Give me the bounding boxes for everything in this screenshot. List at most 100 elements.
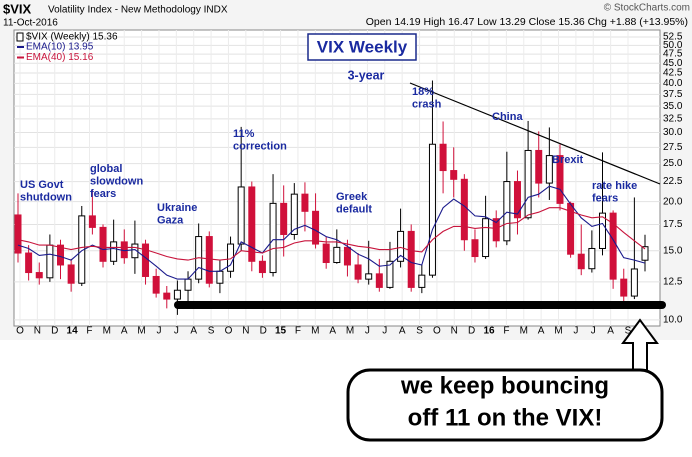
y-tick-label: 35.0	[663, 101, 683, 112]
candle-body	[418, 274, 426, 288]
symbol: $VIX	[3, 1, 32, 16]
candle-body	[641, 246, 649, 261]
y-tick-label: 37.5	[663, 89, 683, 100]
x-tick-label: N	[242, 326, 249, 337]
candle-body	[460, 178, 468, 241]
candle-body	[343, 246, 351, 266]
candle-body	[375, 273, 383, 288]
annotation: rate hike	[592, 180, 637, 192]
candle-body	[397, 230, 405, 262]
y-tick-label: 17.5	[663, 219, 683, 230]
annotation: 11%	[233, 128, 255, 140]
x-tick-label: D	[468, 326, 475, 337]
candle-body	[163, 292, 171, 300]
trend-line	[409, 82, 661, 185]
annotation: Gaza	[157, 214, 184, 226]
candle-body	[152, 275, 160, 294]
x-tick-label: N	[451, 326, 458, 337]
x-tick-label: A	[329, 326, 336, 337]
y-tick-label: 15.0	[663, 245, 683, 256]
y-tick-label: 52.5	[663, 32, 683, 43]
candle-body	[184, 278, 192, 291]
candle-body	[216, 270, 224, 284]
x-tick-label: 16	[483, 326, 495, 337]
legend-label: $VIX (Weekly) 15.36	[26, 32, 118, 43]
x-tick-label: S	[625, 326, 632, 337]
x-tick-label: O	[433, 326, 441, 337]
x-tick-label: O	[225, 326, 233, 337]
candle-body	[280, 202, 288, 235]
y-tick-label: 30.0	[663, 127, 683, 138]
candle-body	[545, 155, 553, 184]
candle-body	[609, 212, 617, 280]
callout-text: we keep bouncing	[400, 372, 609, 399]
marks	[14, 80, 649, 315]
candle-body	[258, 260, 266, 274]
y-tick-label: 42.5	[663, 68, 683, 79]
arrow	[621, 318, 659, 371]
x-tick-label: N	[34, 326, 41, 337]
x-tick-label: D	[260, 326, 267, 337]
candle-body	[482, 218, 490, 258]
x-tick-label: F	[503, 326, 509, 337]
candle-body	[524, 149, 532, 219]
y-tick-label: 12.5	[663, 276, 683, 287]
candle-body	[598, 212, 606, 249]
legend-swatch	[16, 32, 24, 42]
candle-body	[269, 202, 277, 274]
x-tick-label: J	[382, 326, 387, 337]
y-tick-label: 50.0	[663, 40, 683, 51]
candle-body	[471, 239, 479, 258]
candle-body	[14, 214, 22, 254]
callout-box	[346, 368, 664, 442]
candle-body	[354, 264, 362, 280]
y-tick-label: 20.0	[663, 196, 683, 207]
x-tick-label: A	[538, 326, 545, 337]
credit: © StockCharts.com	[604, 3, 690, 14]
candle-body	[365, 273, 373, 280]
candle-body	[439, 143, 447, 172]
x-tick-label: M	[103, 326, 111, 337]
x-tick-label: O	[16, 326, 24, 337]
annotation: fears	[90, 188, 116, 200]
candle-body	[57, 244, 65, 266]
annotation: 3-year	[348, 68, 385, 82]
candle-body	[248, 186, 256, 262]
annotation: slowdown	[90, 175, 143, 187]
candle-body	[630, 268, 638, 297]
x-tick-label: J	[365, 326, 370, 337]
candle-body	[322, 243, 330, 264]
x-tick-label: M	[554, 326, 562, 337]
headline: VIX Weekly	[317, 37, 408, 56]
x-tick-label: F	[295, 326, 301, 337]
x-tick-label: A	[399, 326, 406, 337]
candle-body	[588, 247, 596, 270]
candle-body	[205, 236, 213, 284]
candle-body	[620, 278, 628, 297]
x-tick-label: M	[346, 326, 354, 337]
chart-title: Volatility Index - New Methodology INDX	[48, 5, 228, 16]
candle-body	[386, 260, 394, 288]
x-tick-label: S	[208, 326, 215, 337]
x-tick-label: M	[520, 326, 528, 337]
annotation: global	[90, 163, 122, 175]
annotation: US Govt	[20, 179, 64, 191]
y-tick-label: 40.0	[663, 78, 683, 89]
y-tick-label: 10.0	[663, 315, 683, 326]
y-tick-label: 27.5	[663, 142, 683, 153]
candle-body	[290, 193, 298, 235]
candle-body	[173, 289, 181, 300]
legend-label: EMA(40) 15.16	[26, 52, 94, 63]
annotation: shutdown	[20, 191, 72, 203]
candle-body	[110, 241, 118, 262]
y-tick-label: 25.0	[663, 158, 683, 169]
candle-body	[407, 230, 415, 288]
x-tick-label: J	[591, 326, 596, 337]
x-tick-label: J	[174, 326, 179, 337]
candle-body	[492, 218, 500, 242]
callout-text: off 11 on the VIX!	[408, 404, 603, 431]
candle-body	[35, 272, 43, 279]
headline-box	[307, 33, 417, 61]
x-tick-label: M	[137, 326, 145, 337]
